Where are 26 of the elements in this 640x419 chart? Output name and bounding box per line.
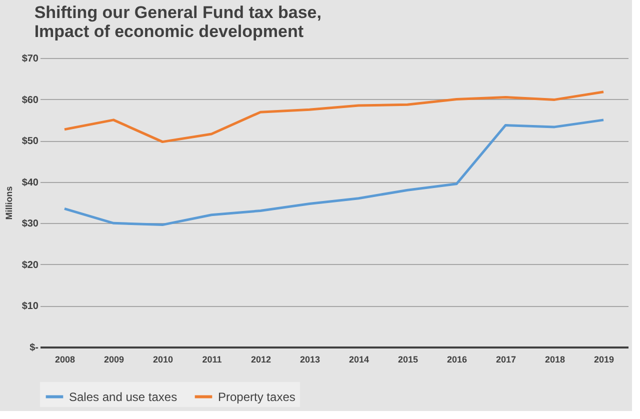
- y-axis-title: Millions: [4, 186, 14, 220]
- line-series: [63, 90, 605, 144]
- y-tick-label: $50: [22, 136, 39, 148]
- x-tick-label: 2009: [104, 354, 124, 364]
- line-series: [63, 118, 605, 226]
- y-tick-label: $30: [22, 218, 39, 230]
- y-tick-label: $10: [22, 301, 39, 312]
- y-tick-label: $-: [30, 342, 38, 354]
- y-tick-label: $40: [22, 177, 39, 188]
- x-tick-label: 2012: [250, 354, 272, 364]
- x-tick-label: 2014: [348, 354, 370, 364]
- legend-label: Property taxes: [218, 390, 296, 404]
- x-tick-label: 2019: [594, 354, 614, 364]
- x-tick-label: 2016: [446, 354, 468, 364]
- x-tick-label: 2015: [398, 354, 418, 364]
- y-tick-label: $70: [22, 54, 39, 64]
- x-tick-label: 2011: [202, 354, 222, 364]
- x-tick-label: 2010: [152, 354, 174, 364]
- x-tick-label: 2017: [496, 354, 516, 364]
- y-tick-label: $20: [22, 260, 39, 271]
- x-tick-label: 2008: [54, 354, 76, 364]
- x-tick-label: 2013: [300, 354, 320, 364]
- y-tick-label: $60: [22, 94, 39, 106]
- x-tick-label: 2018: [544, 354, 566, 364]
- legend-label: Sales and use taxes: [69, 390, 178, 404]
- chart-title: Shifting our General Fund tax base, Impact of economic development: [34, 3, 322, 41]
